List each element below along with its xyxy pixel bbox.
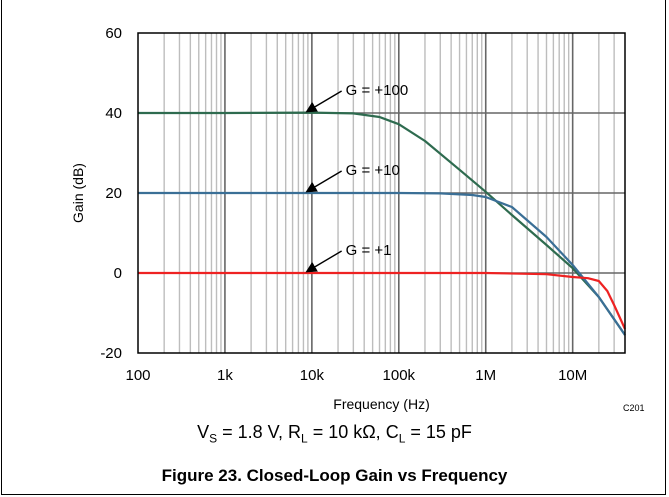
annotation-arrow — [305, 90, 342, 113]
rl-symbol: R — [288, 422, 301, 442]
cl-symbol: C — [385, 422, 399, 442]
vs-value: = 1.8 V, — [217, 422, 288, 442]
test-conditions: VS = 1.8 V, RL = 10 kΩ, CL = 15 pF — [0, 422, 669, 446]
cl-subscript: L — [398, 431, 406, 446]
annotation-label: G = +100 — [346, 82, 409, 99]
x-tick-label: 10k — [300, 367, 325, 384]
figure-code: C201 — [623, 403, 645, 413]
plot-area — [137, 32, 626, 354]
annotation-arrow — [305, 170, 342, 193]
series-layer — [138, 111, 627, 336]
rl-subscript: L — [301, 431, 308, 446]
y-axis-label: Gain (dB) — [70, 163, 86, 223]
x-tick-label: 1M — [475, 367, 496, 384]
figure-caption: Figure 23. Closed-Loop Gain vs Frequency — [161, 466, 508, 485]
y-tick-label: -20 — [100, 345, 122, 362]
x-tick-label: 1k — [217, 367, 233, 384]
x-tick-label: 100k — [383, 367, 416, 384]
series-line-1 — [138, 191, 626, 336]
y-tick-label: 40 — [105, 105, 122, 122]
y-tick-label: 20 — [105, 185, 122, 202]
y-tick-label: 0 — [114, 265, 122, 282]
annotation-arrow — [305, 250, 342, 273]
x-tick-label: 10M — [558, 367, 587, 384]
annotation-label: G = +1 — [346, 242, 392, 259]
series-line-0 — [138, 111, 626, 336]
y-tick-label: 60 — [105, 25, 122, 42]
tick-labels: 100 1k 10k 100k 1M 10M -20 0 20 40 60 — [100, 25, 587, 384]
annotations: G = +100 G = +10 G = +1 — [305, 82, 409, 273]
vs-symbol: V — [197, 422, 210, 442]
x-tick-label: 100 — [125, 367, 150, 384]
vs-subscript: S — [209, 431, 218, 446]
annotation-label: G = +10 — [346, 162, 400, 179]
x-axis-label: Frequency (Hz) — [333, 396, 429, 412]
cl-value: = 15 pF — [405, 422, 472, 442]
series-line-2 — [138, 271, 627, 330]
rl-value: = 10 kΩ, — [307, 422, 386, 442]
